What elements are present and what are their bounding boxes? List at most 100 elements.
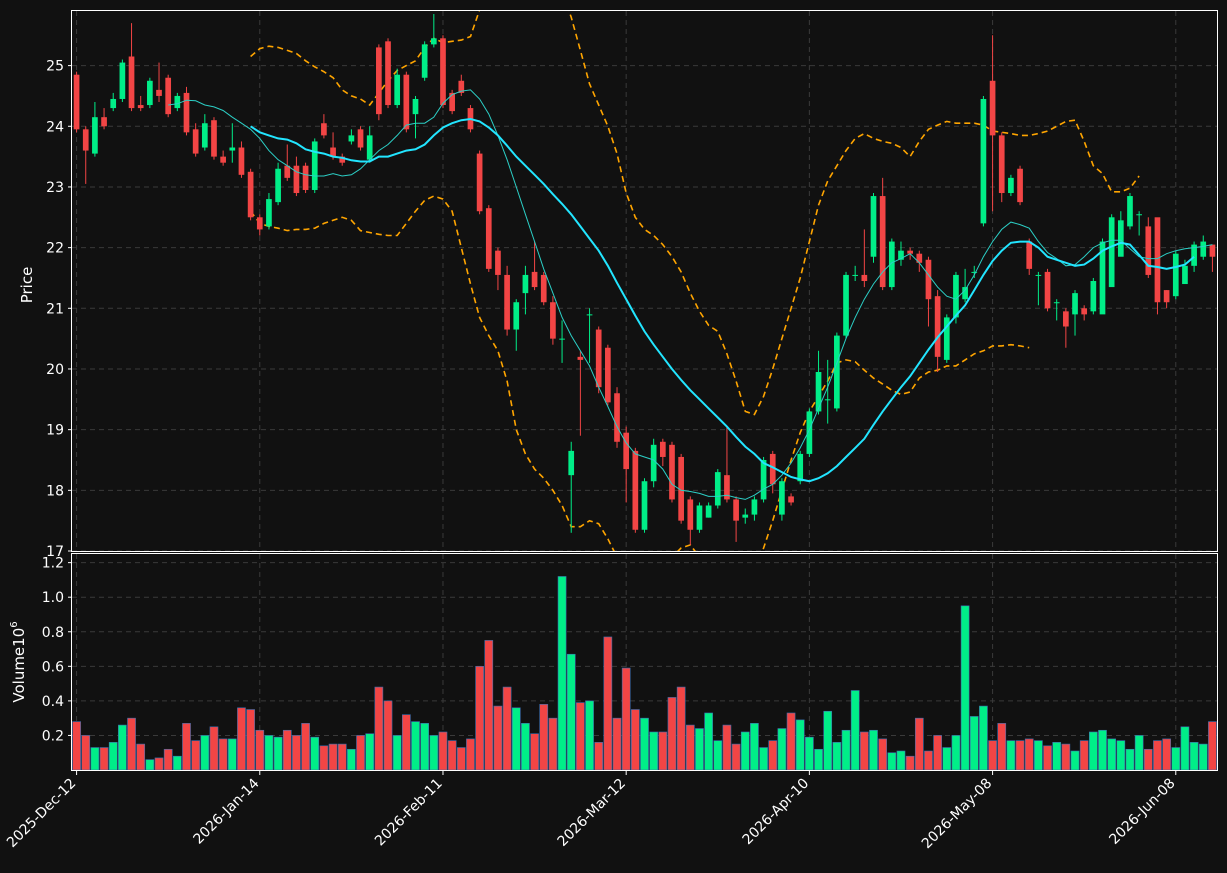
price-tick-label: 25 (46, 59, 64, 75)
volume-bar (383, 700, 393, 771)
candle-body (284, 165, 291, 178)
volume-bar (979, 705, 988, 771)
volume-bar (566, 653, 576, 771)
volume-bar (209, 726, 219, 771)
volume-bar (456, 747, 466, 771)
candle-body (119, 62, 126, 99)
volume-bar (374, 686, 384, 771)
volume-bar (1043, 745, 1052, 771)
volume-bar (878, 738, 887, 771)
volume-bar (136, 743, 146, 771)
volume-bar (1061, 743, 1071, 771)
candle-body (623, 432, 630, 470)
volume-bar (1098, 729, 1107, 771)
candle-body (742, 514, 749, 518)
volume-bar (933, 735, 942, 771)
candle-body (861, 274, 868, 281)
volume-bar (530, 733, 539, 771)
candle-body (916, 253, 923, 263)
volume-bar (841, 729, 851, 771)
candle-body (1090, 281, 1097, 312)
candle-body (687, 499, 694, 530)
candle-body (1008, 177, 1014, 194)
volume-bar (695, 728, 704, 771)
candle-body (641, 481, 648, 530)
volume-bar (1125, 748, 1135, 771)
volume-bar (988, 740, 997, 771)
volume-tick-label: 0.2 (42, 728, 64, 744)
volume-bar (631, 709, 640, 771)
candle-body (879, 196, 886, 288)
candle-body (366, 135, 373, 160)
candle-body (330, 147, 336, 157)
candle-body (824, 399, 831, 401)
candle-body (705, 505, 712, 518)
candle-body (183, 92, 190, 133)
candle-body (293, 165, 300, 194)
volume-bar (1162, 738, 1171, 771)
volume-bar (227, 738, 237, 771)
volume-bar (246, 709, 255, 771)
volume-bar (1208, 721, 1217, 771)
volume-bar (539, 704, 549, 771)
volume-bar (814, 748, 823, 771)
volume-bar (1079, 740, 1089, 771)
volume-bars (72, 576, 1217, 771)
volume-bar (850, 690, 860, 771)
candle-body (614, 393, 620, 442)
candle-body (1117, 220, 1124, 257)
price-tick-label: 23 (46, 180, 64, 196)
candle-body (165, 77, 172, 115)
candle-body (659, 441, 666, 457)
volume-bar (1189, 742, 1199, 771)
volume-bar (484, 640, 494, 771)
volume-bar (1171, 747, 1181, 771)
volume-tick-label: 0.6 (42, 659, 64, 675)
volume-bar (905, 755, 915, 771)
volume-bar (273, 736, 283, 771)
volume-bar (887, 752, 897, 771)
candle-body (1163, 290, 1170, 303)
candle-body (348, 135, 355, 142)
candle-body (92, 117, 98, 154)
candle-body (504, 274, 510, 330)
candle-body (696, 505, 703, 530)
price-tick-label: 20 (46, 362, 64, 378)
candle-body (870, 196, 877, 257)
price-tick-label: 22 (46, 241, 64, 257)
volume-bar (255, 729, 265, 771)
candle-body (394, 74, 401, 106)
candle-body (385, 41, 391, 106)
grid-lines (72, 11, 1217, 770)
candle-body (568, 450, 575, 476)
candle-body (888, 241, 895, 288)
volume-bar (860, 731, 869, 771)
volume-bar (612, 717, 622, 771)
candle-body (953, 274, 959, 318)
volume-bar (685, 724, 695, 771)
volume-tick-label: 0.8 (42, 625, 64, 641)
volume-bar (924, 750, 933, 771)
volume-bar (173, 755, 182, 771)
candle-body (751, 499, 758, 515)
candle-body (311, 141, 318, 190)
candle-body (110, 98, 117, 109)
candle-body (577, 356, 584, 360)
volume-bar (1116, 740, 1126, 771)
candle-body (540, 274, 547, 303)
volume-bar (750, 723, 759, 771)
candle-body (376, 47, 382, 115)
candle-body (1127, 196, 1133, 227)
volume-bar (722, 724, 732, 771)
volume-bar (759, 747, 768, 771)
volume-bar (301, 723, 310, 771)
volume-bar (1034, 740, 1043, 771)
candle-body (412, 98, 419, 115)
candle-body (834, 335, 840, 409)
candle-body (1063, 311, 1069, 327)
volume-bar (447, 740, 457, 771)
volume-bar (1024, 738, 1034, 771)
volume-bar (347, 748, 356, 771)
candle-body (302, 165, 309, 190)
volume-bar (740, 731, 750, 771)
